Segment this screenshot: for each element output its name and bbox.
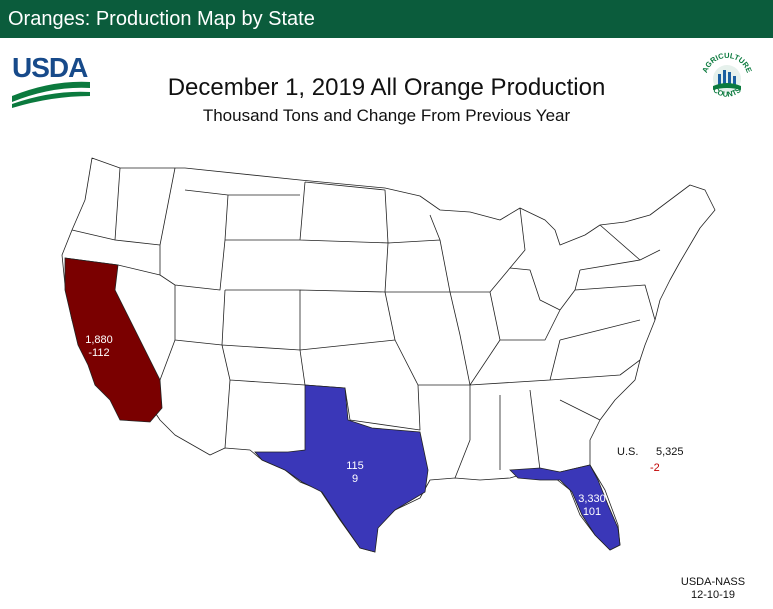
state-borders xyxy=(64,167,661,479)
state-florida xyxy=(509,464,621,551)
texas-change: 9 xyxy=(351,473,359,485)
usda-logo: USDA xyxy=(12,52,92,108)
florida-value: 3,330 xyxy=(578,493,606,505)
state-california xyxy=(64,257,163,423)
us-total-label: U.S. xyxy=(617,446,639,458)
source-date: 12-10-19 xyxy=(690,589,736,601)
texas-value: 115 xyxy=(346,460,364,472)
us-total-change: -2 xyxy=(650,462,660,474)
agriculture-counts-seal-icon: AGRICULTURE COUNTS xyxy=(700,51,754,99)
header-title: Oranges: Production Map by State xyxy=(8,8,315,30)
map-title: December 1, 2019 All Orange Production xyxy=(167,74,606,101)
map-subtitle: Thousand Tons and Change From Previous Y… xyxy=(202,106,571,125)
us-total-value: 5,325 xyxy=(656,446,684,458)
state-texas xyxy=(254,384,429,553)
california-change: -112 xyxy=(88,347,110,359)
usda-logo-swoosh-icon xyxy=(12,81,90,108)
state-label-california: 1,880 -112 xyxy=(78,334,120,360)
svg-text:COUNTS: COUNTS xyxy=(711,85,742,99)
usda-logo-text: USDA xyxy=(12,52,88,83)
source-credit: USDA-NASS 12-10-19 xyxy=(668,576,758,602)
california-value: 1,880 xyxy=(85,334,113,346)
state-label-texas: 115 9 xyxy=(335,460,375,486)
source-name: USDA-NASS xyxy=(680,576,746,588)
header-bar: Oranges: Production Map by State xyxy=(0,0,773,38)
florida-change: 101 xyxy=(582,506,602,518)
state-label-florida: 3,330 101 xyxy=(570,493,614,519)
seal-bottom-text: COUNTS xyxy=(711,85,742,99)
